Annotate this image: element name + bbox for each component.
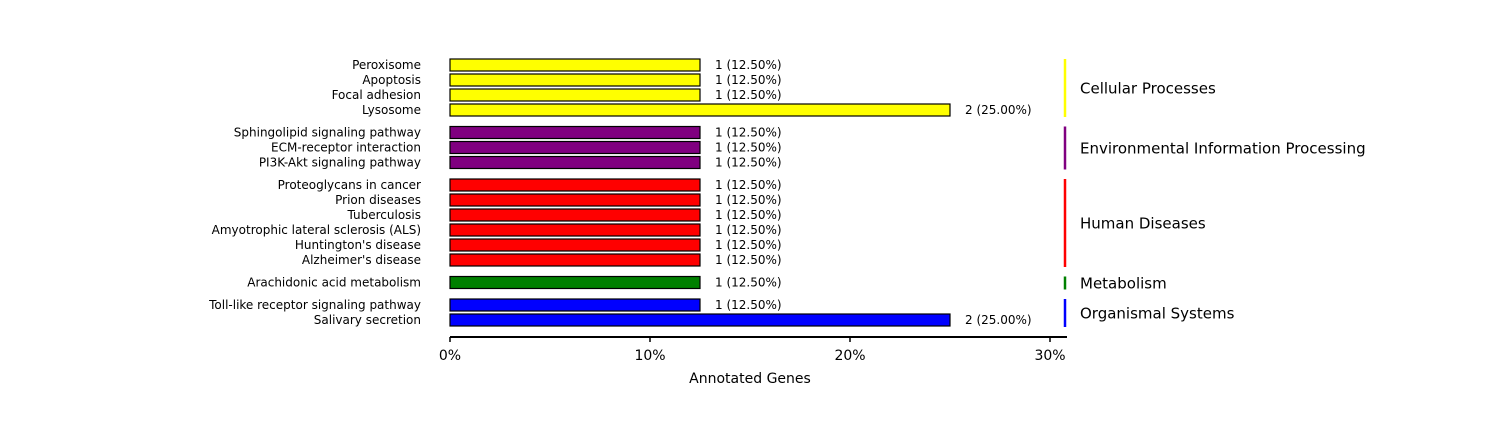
bar <box>449 58 701 72</box>
bar <box>449 178 701 192</box>
value-label: 1 (12.50%) <box>715 223 782 237</box>
category-label: Toll-like receptor signaling pathway <box>208 298 421 312</box>
value-label: 1 (12.50%) <box>715 253 782 267</box>
value-label: 2 (25.00%) <box>965 103 1032 117</box>
bar <box>449 275 701 290</box>
bar <box>449 88 701 102</box>
value-label: 1 (12.50%) <box>715 208 782 222</box>
category-label: Huntington's disease <box>295 238 421 252</box>
x-tick-label: 0% <box>439 348 461 364</box>
bar <box>449 125 701 140</box>
bar <box>449 208 701 222</box>
category-label: Prion diseases <box>335 193 421 207</box>
category-label: Arachidonic acid metabolism <box>247 276 421 290</box>
category-label: Tuberculosis <box>347 208 422 222</box>
category-label: Amyotrophic lateral sclerosis (ALS) <box>212 223 421 237</box>
value-label: 1 (12.50%) <box>715 178 782 192</box>
bar <box>449 238 701 252</box>
category-label: Peroxisome <box>352 58 421 72</box>
group-label: Metabolism <box>1080 275 1167 293</box>
value-label: 1 (12.50%) <box>715 238 782 252</box>
group-label: Cellular Processes <box>1080 80 1216 98</box>
category-label: Sphingolipid signaling pathway <box>234 126 421 140</box>
x-axis-label: Annotated Genes <box>689 371 811 387</box>
bar <box>449 193 701 207</box>
group-labels: Cellular Processes Environmental Informat… <box>1063 59 1366 327</box>
bar <box>449 140 701 155</box>
category-label: Lysosome <box>362 103 421 117</box>
x-axis: 0% 10% 20% 30% <box>439 336 1067 364</box>
x-tick-label: 20% <box>834 348 865 364</box>
value-label: 1 (12.50%) <box>715 276 782 290</box>
value-label: 1 (12.50%) <box>715 156 782 170</box>
bar <box>449 155 701 170</box>
bar <box>449 73 701 87</box>
category-label: Focal adhesion <box>332 88 421 102</box>
group-label: Environmental Information Processing <box>1080 140 1366 158</box>
category-label: ECM-receptor interaction <box>271 141 421 155</box>
category-label: Proteoglycans in cancer <box>278 178 421 192</box>
x-tick-label: 30% <box>1034 348 1065 364</box>
category-label: Apoptosis <box>362 73 421 87</box>
value-label: 1 (12.50%) <box>715 298 782 312</box>
group-label: Human Diseases <box>1080 215 1206 233</box>
value-label: 1 (12.50%) <box>715 141 782 155</box>
value-label: 1 (12.50%) <box>715 193 782 207</box>
value-label: 1 (12.50%) <box>715 88 782 102</box>
value-label: 1 (12.50%) <box>715 58 782 72</box>
bar <box>449 298 701 312</box>
bar <box>449 103 951 117</box>
category-label: Salivary secretion <box>314 313 421 327</box>
bar <box>449 253 701 267</box>
group-label: Organismal Systems <box>1080 305 1235 323</box>
category-label: PI3K-Akt signaling pathway <box>259 156 421 170</box>
bar <box>449 223 701 237</box>
value-label: 2 (25.00%) <box>965 313 1032 327</box>
bar <box>449 313 951 327</box>
value-label: 1 (12.50%) <box>715 126 782 140</box>
value-label: 1 (12.50%) <box>715 73 782 87</box>
x-tick-label: 10% <box>634 348 665 364</box>
category-label: Alzheimer's disease <box>302 253 421 267</box>
bars-layer: Peroxisome 1 (12.50%) Apoptosis 1 (12.50%) F… <box>208 58 1031 327</box>
